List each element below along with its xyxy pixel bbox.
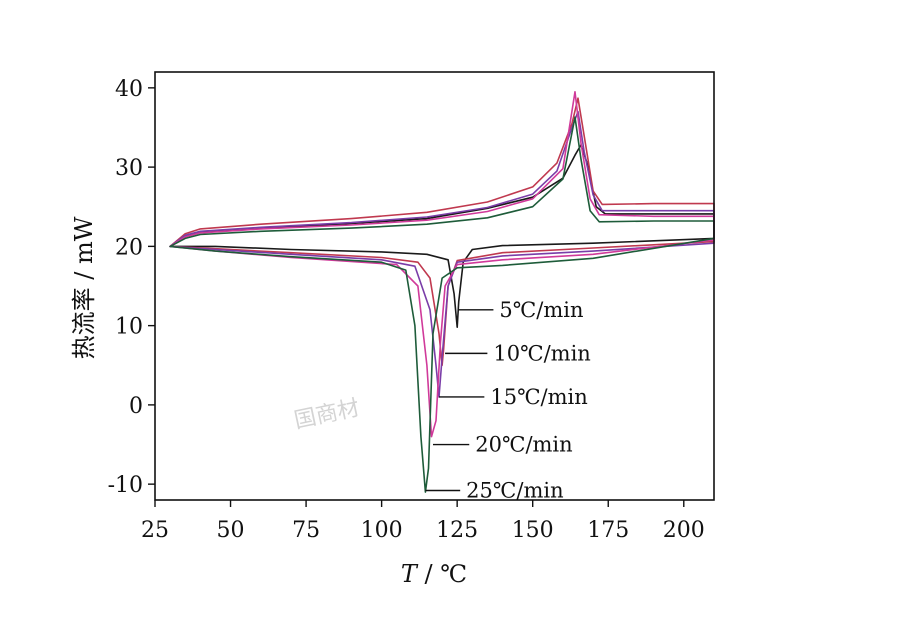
watermark-text: 国商材 xyxy=(292,396,362,434)
x-axis-title-unit: / ℃ xyxy=(417,560,467,588)
y-tick-label: -10 xyxy=(108,473,143,498)
x-tick-label: 150 xyxy=(512,518,554,543)
series-line-4 xyxy=(169,91,715,438)
x-tick-label: 50 xyxy=(217,518,245,543)
x-tick-label: 25 xyxy=(141,518,169,543)
x-axis-title-var: T xyxy=(401,560,419,588)
x-tick-label: 75 xyxy=(292,518,320,543)
annotation-label-3: 15℃/min xyxy=(490,385,587,409)
series-line-1 xyxy=(169,144,715,328)
plot-frame xyxy=(154,71,715,501)
x-axis-title: T / ℃ xyxy=(401,560,467,588)
annotation-label-4: 20℃/min xyxy=(475,433,572,457)
y-tick-label: 30 xyxy=(115,156,143,181)
y-tick-label: 20 xyxy=(115,235,143,260)
curves xyxy=(169,91,715,493)
ticks: 25 50 75 100 125 150 175 200 -10 0 10 20 30 40 xyxy=(108,77,705,543)
annotations: 5℃/min 10℃/min 15℃/min 20℃/min 25℃/min xyxy=(425,298,591,502)
y-tick-label: 0 xyxy=(129,394,143,419)
axes xyxy=(154,71,715,501)
y-tick-label: 10 xyxy=(115,315,143,340)
x-tick-label: 100 xyxy=(361,518,403,543)
series-line-5 xyxy=(169,116,715,493)
x-tick-label: 200 xyxy=(663,518,705,543)
x-tick-label: 175 xyxy=(587,518,629,543)
annotation-label-2: 10℃/min xyxy=(493,341,590,365)
y-tick-label: 40 xyxy=(115,77,143,102)
annotation-label-5: 25℃/min xyxy=(466,478,563,502)
series-line-3 xyxy=(169,110,715,398)
annotation-label-1: 5℃/min xyxy=(499,298,583,322)
y-axis-title: 热流率 / mW xyxy=(70,216,98,359)
x-tick-label: 125 xyxy=(436,518,478,543)
series-line-2 xyxy=(169,97,715,367)
